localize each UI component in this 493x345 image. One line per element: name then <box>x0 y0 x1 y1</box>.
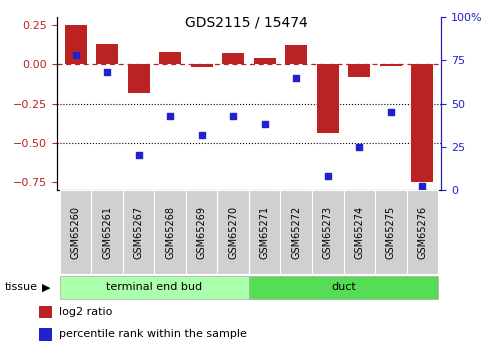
Text: GSM65267: GSM65267 <box>134 206 143 258</box>
Bar <box>222 53 244 64</box>
Text: GSM65260: GSM65260 <box>70 206 81 258</box>
Text: log2 ratio: log2 ratio <box>59 307 112 317</box>
Bar <box>39 328 52 341</box>
Point <box>103 70 111 75</box>
Point <box>229 113 237 118</box>
Bar <box>375 190 407 274</box>
Point <box>387 109 395 115</box>
Bar <box>217 190 249 274</box>
Bar <box>407 190 438 274</box>
Bar <box>191 64 212 67</box>
Text: terminal end bud: terminal end bud <box>106 282 203 292</box>
Bar <box>411 64 433 182</box>
Bar <box>91 190 123 274</box>
Text: GDS2115 / 15474: GDS2115 / 15474 <box>185 16 308 30</box>
Bar <box>60 276 249 299</box>
Point <box>324 173 332 179</box>
Text: GSM65274: GSM65274 <box>354 206 364 258</box>
Bar <box>249 190 281 274</box>
Bar <box>159 52 181 64</box>
Text: duct: duct <box>331 282 356 292</box>
Point <box>166 113 174 118</box>
Text: ▶: ▶ <box>42 282 50 292</box>
Bar <box>312 190 344 274</box>
Bar <box>154 190 186 274</box>
Text: GSM65273: GSM65273 <box>323 206 333 258</box>
Bar <box>65 25 87 64</box>
Text: GSM65275: GSM65275 <box>386 205 396 259</box>
Text: GSM65269: GSM65269 <box>197 206 207 258</box>
Bar <box>281 190 312 274</box>
Bar <box>96 44 118 64</box>
Bar <box>285 46 307 64</box>
Text: GSM65270: GSM65270 <box>228 206 238 258</box>
Bar <box>128 64 150 92</box>
Bar <box>380 64 402 66</box>
Text: GSM65268: GSM65268 <box>165 206 175 258</box>
Bar <box>186 190 217 274</box>
Bar <box>348 64 370 77</box>
Point <box>292 75 300 80</box>
Point <box>135 152 142 158</box>
Text: tissue: tissue <box>5 282 38 292</box>
Bar <box>249 276 438 299</box>
Text: percentile rank within the sample: percentile rank within the sample <box>59 329 247 339</box>
Point <box>71 52 79 58</box>
Bar <box>39 306 52 318</box>
Point <box>261 121 269 127</box>
Bar <box>254 58 276 64</box>
Bar <box>317 64 339 133</box>
Bar <box>344 190 375 274</box>
Point <box>355 144 363 149</box>
Text: GSM65271: GSM65271 <box>260 206 270 258</box>
Point <box>419 184 426 189</box>
Bar <box>60 190 91 274</box>
Text: GSM65272: GSM65272 <box>291 205 301 259</box>
Text: GSM65276: GSM65276 <box>417 206 427 258</box>
Text: GSM65261: GSM65261 <box>102 206 112 258</box>
Point <box>198 132 206 137</box>
Bar <box>123 190 154 274</box>
